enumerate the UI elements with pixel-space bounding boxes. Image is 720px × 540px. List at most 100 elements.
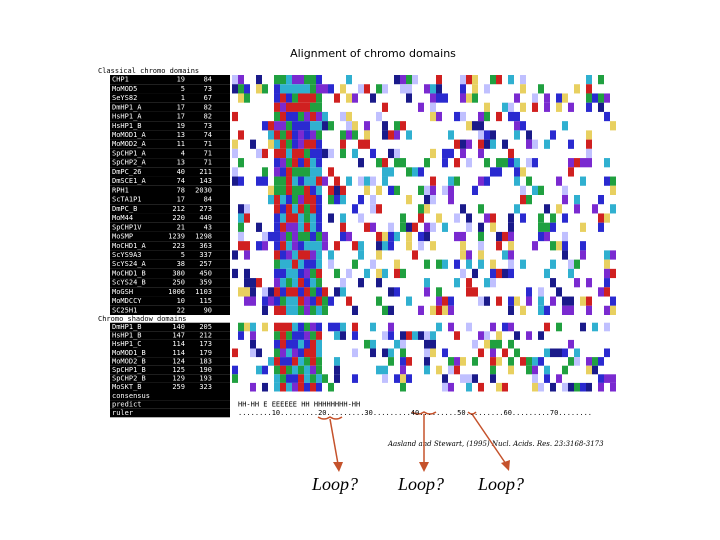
residue: [454, 331, 460, 340]
residue: [232, 84, 238, 94]
residue: [586, 365, 592, 375]
row-name: SpCHP2_B: [112, 375, 146, 383]
residue: [304, 259, 310, 269]
residue: [400, 382, 406, 392]
residue: [286, 167, 292, 177]
residue: [448, 195, 454, 205]
residue: [280, 305, 286, 315]
residue: [472, 268, 478, 279]
residue: [292, 287, 298, 297]
residue: [562, 382, 568, 392]
residue: [562, 121, 568, 131]
residue: [316, 331, 322, 340]
residue: [460, 84, 466, 94]
residue: [304, 365, 310, 375]
residue: [550, 213, 556, 223]
residue: [388, 348, 394, 358]
residue: [316, 241, 322, 251]
residue: [262, 121, 268, 131]
residue: [328, 382, 334, 392]
residue: [352, 148, 358, 159]
residue: [274, 93, 280, 103]
row-end: 363: [199, 242, 212, 250]
residue: [526, 365, 532, 375]
residue: [532, 158, 538, 168]
residue: [424, 357, 430, 366]
residue: [436, 111, 442, 122]
row-start: 147: [172, 332, 185, 340]
residue: [610, 250, 616, 260]
residue: [268, 296, 274, 306]
residue: [388, 130, 394, 140]
residue: [382, 167, 388, 177]
residue: [334, 195, 340, 205]
row-end: 143: [199, 177, 212, 185]
row-start: 5: [181, 85, 185, 93]
row-start: 1: [181, 94, 185, 102]
residue: [556, 176, 562, 186]
residue: [352, 204, 358, 214]
row-name: MoGSH: [112, 288, 133, 296]
residue: [490, 213, 496, 223]
residue: [352, 130, 358, 140]
residue: [292, 213, 298, 223]
residue: [352, 93, 358, 103]
residue: [496, 331, 502, 340]
residue: [604, 278, 610, 288]
residue: [394, 231, 400, 242]
residue: [310, 382, 316, 392]
row-start: 125: [172, 366, 185, 374]
residue: [400, 365, 406, 375]
residue: [610, 374, 616, 383]
residue: [388, 222, 394, 232]
residue: [592, 204, 598, 214]
row-end: 74: [204, 131, 212, 139]
residue: [478, 139, 484, 149]
residue: [508, 148, 514, 159]
residue: [520, 213, 526, 223]
residue: [280, 322, 286, 332]
residue: [268, 185, 274, 195]
residue: [238, 287, 244, 297]
residue: [292, 84, 298, 94]
residue: [340, 185, 346, 195]
residue: [526, 195, 532, 205]
residue: [232, 75, 238, 85]
residue: [364, 130, 370, 140]
residue: [286, 213, 292, 223]
residue: [454, 278, 460, 288]
residue: [286, 185, 292, 195]
residue: [274, 278, 280, 288]
residue: [484, 158, 490, 168]
residue: [538, 222, 544, 232]
residue: [598, 357, 604, 366]
row-background: [110, 305, 230, 315]
residue: [430, 241, 436, 251]
residue: [286, 382, 292, 392]
residue: [466, 213, 472, 223]
residue: [304, 167, 310, 177]
residue: [442, 382, 448, 392]
residue: [580, 158, 586, 168]
residue: [328, 167, 334, 177]
residue: [286, 268, 292, 279]
row-name: ScYS24_B: [112, 279, 146, 287]
residue: [340, 222, 346, 232]
residue: [292, 176, 298, 186]
residue: [418, 305, 424, 315]
residue: [568, 357, 574, 366]
residue: [322, 148, 328, 159]
residue: [310, 250, 316, 260]
residue: [298, 195, 304, 205]
residue: [262, 241, 268, 251]
residue: [508, 75, 514, 85]
residue: [580, 250, 586, 260]
residue: [322, 374, 328, 383]
residue: [544, 93, 550, 103]
row-background: [110, 278, 230, 288]
row-background: [110, 111, 230, 122]
residue: [352, 259, 358, 269]
residue: [490, 167, 496, 177]
residue: [382, 305, 388, 315]
figure-title: Alignment of chromo domains: [290, 47, 456, 60]
